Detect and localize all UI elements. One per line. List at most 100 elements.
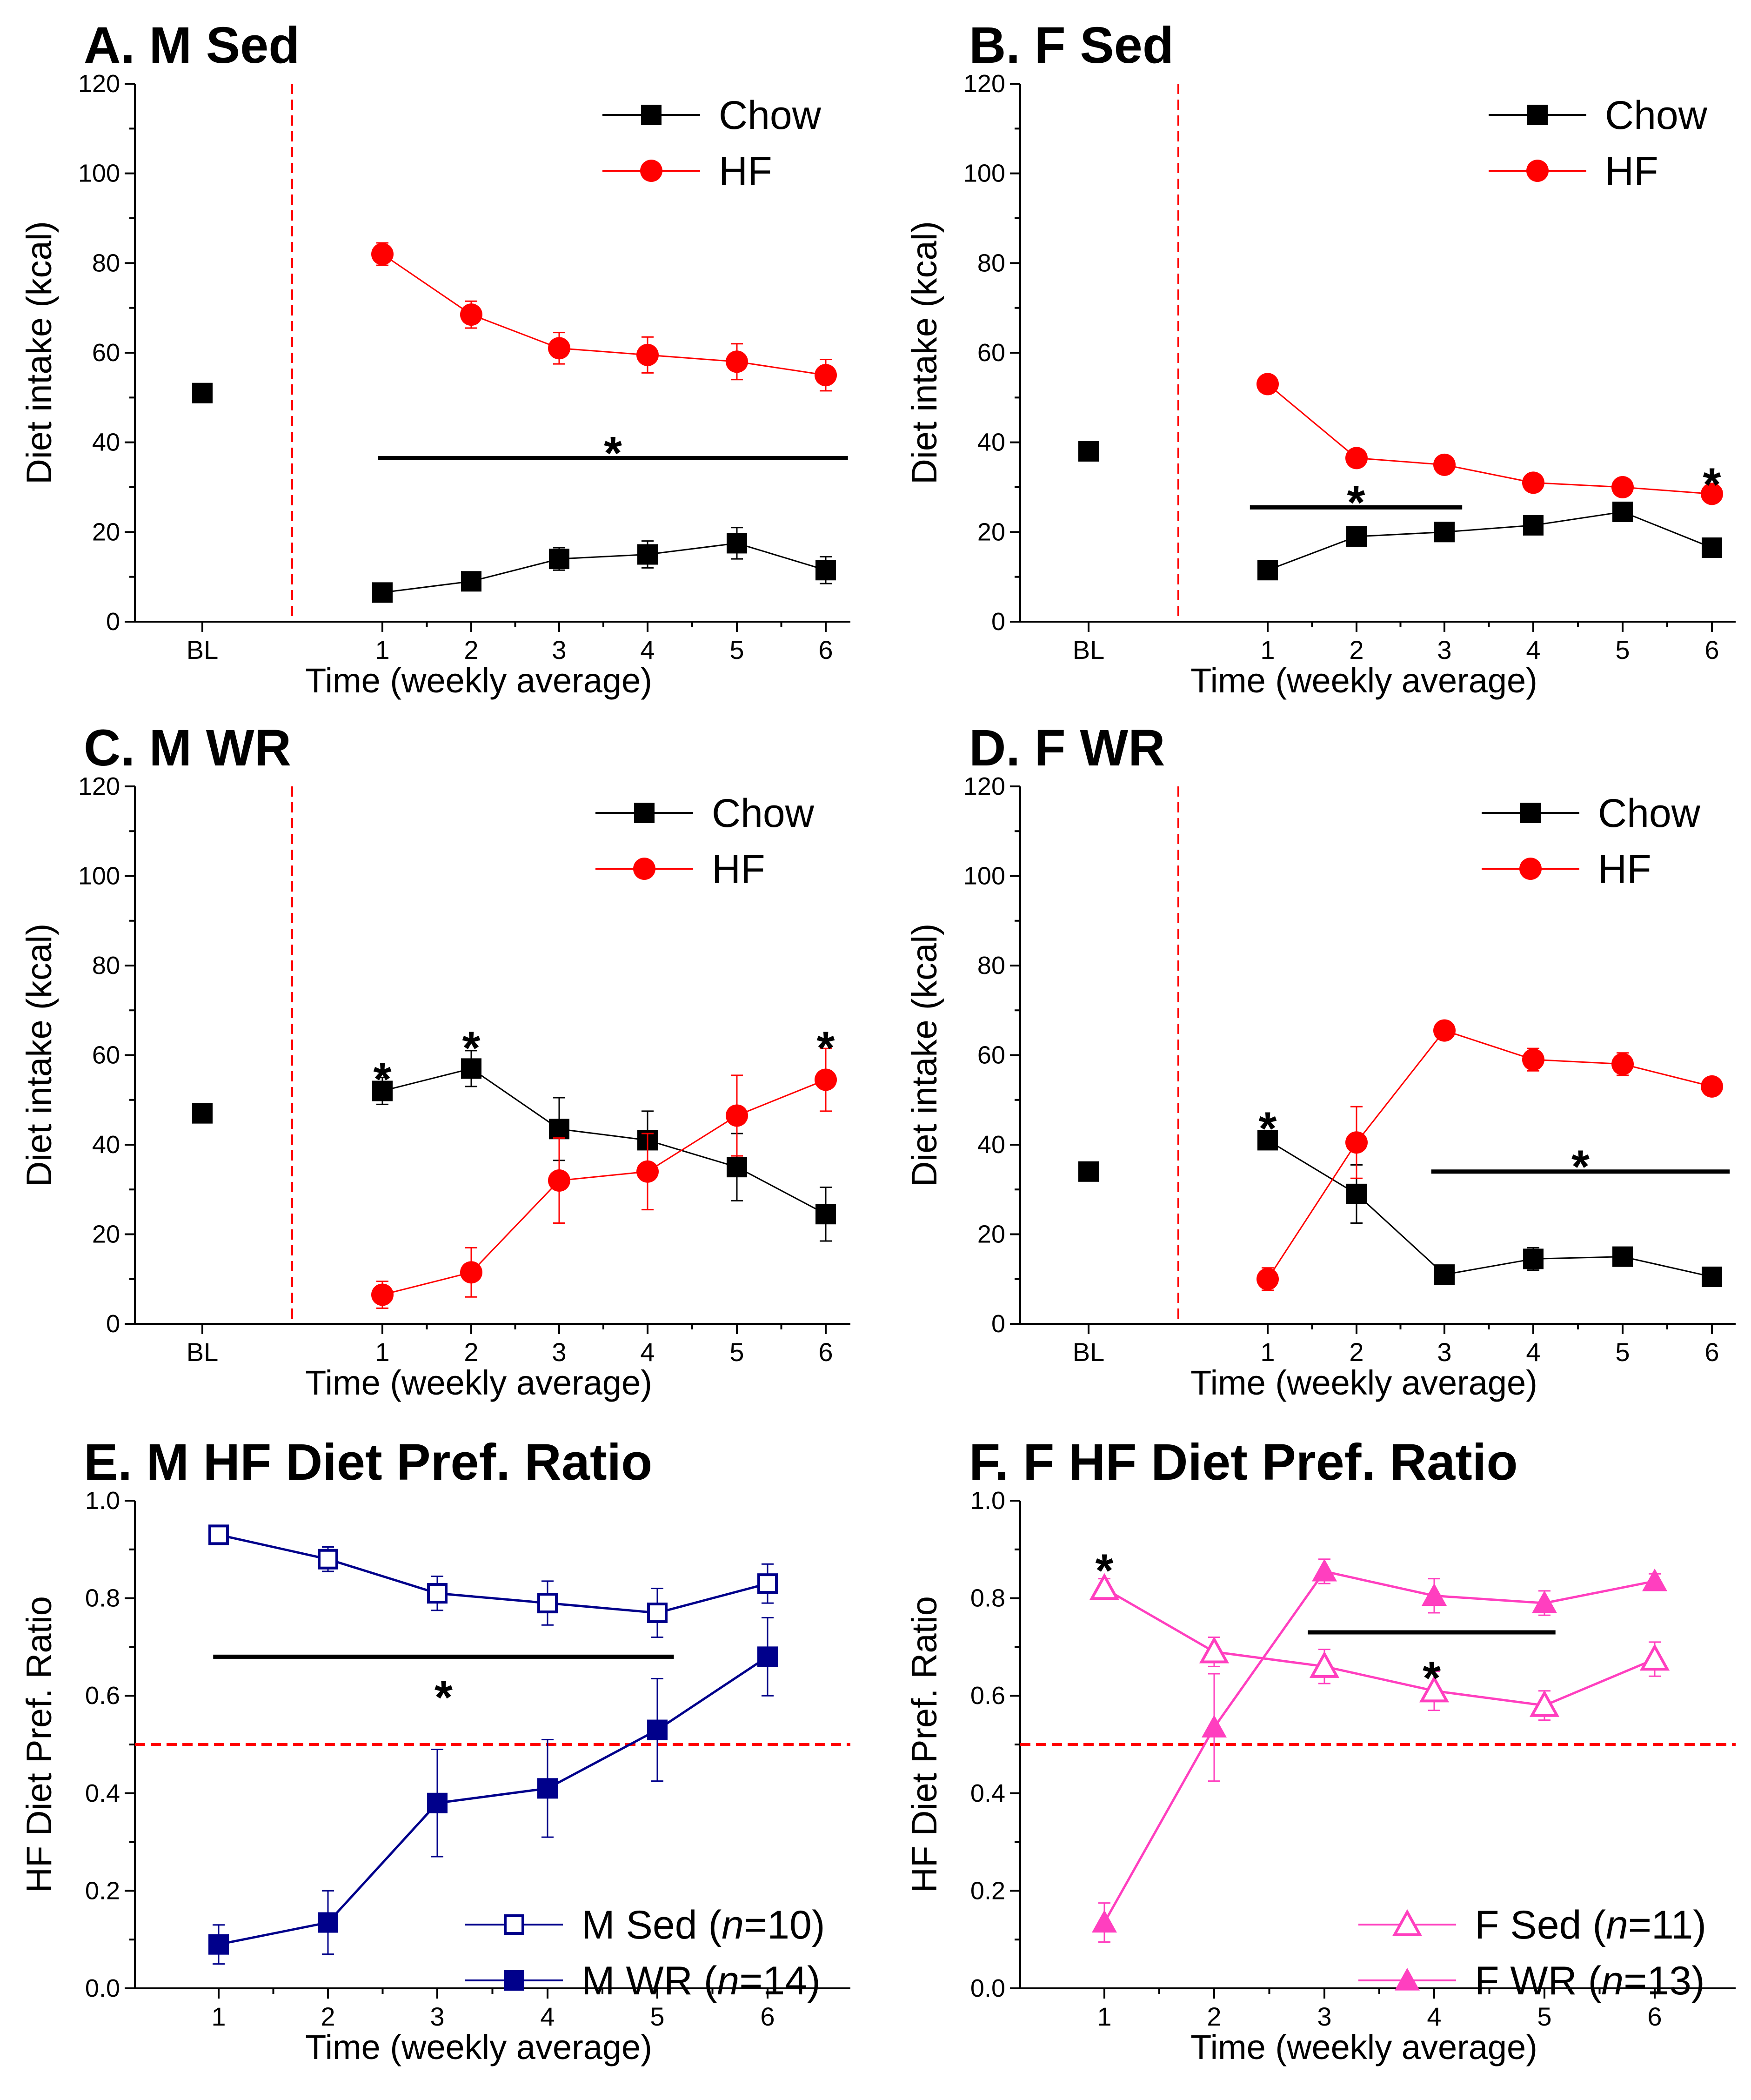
y-tick-label: 120 (963, 70, 1005, 98)
x-tick-label: 4 (640, 635, 655, 664)
series-line (382, 1079, 826, 1295)
significance-star: * (604, 427, 622, 479)
data-point (1309, 1651, 1340, 1678)
x-tick-label: 1 (375, 1337, 389, 1367)
data-point (815, 364, 837, 387)
baseline-point (1078, 1161, 1099, 1182)
series-line (218, 1533, 768, 1614)
significance-star: * (1423, 1652, 1441, 1704)
data-point (1202, 1715, 1227, 1738)
data-point (461, 571, 481, 592)
data-point (815, 560, 836, 581)
data-point (1422, 1583, 1447, 1606)
data-point (460, 1261, 482, 1284)
y-tick-label: 120 (78, 70, 120, 98)
y-tick-label: 80 (92, 249, 120, 277)
legend-label: HF (1605, 149, 1658, 194)
series-line (382, 253, 826, 376)
x-axis-label: Time (weekly average) (1190, 2028, 1537, 2066)
data-point (1612, 501, 1633, 522)
y-tick-label: 100 (963, 862, 1005, 890)
x-axis-label: Time (weekly average) (1190, 1363, 1537, 1402)
y-tick-label: 40 (92, 429, 120, 456)
y-axis-label: Diet intake (kcal) (20, 924, 59, 1187)
legend-label: Chow (719, 93, 822, 138)
significance-star: * (817, 1022, 835, 1074)
series-hf (371, 1047, 837, 1309)
series-f-wr-n-13- (1092, 1558, 1667, 1943)
y-tick-label: 80 (92, 952, 120, 980)
chart-panel-e: E. M HF Diet Pref. Ratio 0.0 0.2 0.4 0.6 0.8 1… (20, 1434, 850, 2066)
x-tick-label: 1 (211, 2002, 226, 2031)
data-point (537, 1593, 558, 1614)
data-point (1639, 1644, 1670, 1671)
data-point (1199, 1636, 1230, 1664)
x-tick-label: 4 (1526, 1337, 1540, 1367)
legend-marker (633, 858, 655, 880)
legend-label: Chow (712, 791, 815, 836)
x-tick-label: 6 (760, 2002, 775, 2031)
chart-title: B. F Sed (969, 17, 1174, 74)
data-point (1345, 1131, 1368, 1154)
y-tick-label: 60 (977, 1041, 1005, 1069)
data-point (1434, 522, 1455, 543)
legend-marker (504, 1914, 524, 1935)
data-point (1433, 1019, 1456, 1042)
y-tick-label: 0 (991, 1310, 1005, 1338)
x-tick-label: 6 (1647, 2002, 1662, 2031)
legend-marker (641, 105, 662, 125)
series-line (382, 542, 826, 593)
y-tick-label: 0 (991, 608, 1005, 636)
data-point (1611, 476, 1634, 498)
x-tick-label: 2 (464, 635, 478, 664)
significance-star: * (434, 1671, 453, 1724)
baseline-point (192, 1103, 213, 1124)
x-tick-label: 6 (1704, 635, 1719, 664)
data-point (1257, 560, 1278, 581)
chart-panel-a: A. M Sed 0 20 40 60 80 100 120 BL 1 2 3 4 5 6 Time (wee… (20, 17, 850, 700)
data-point (208, 1524, 229, 1545)
series-line (1267, 511, 1712, 571)
legend-marker (1395, 1968, 1420, 1991)
baseline-point (192, 382, 213, 403)
legend: F Sed (n=11) F WR (n=13) (1358, 1903, 1706, 2003)
data-point (460, 303, 482, 326)
data-point (1612, 1246, 1633, 1267)
data-point (537, 1778, 558, 1799)
data-point (371, 1283, 394, 1306)
y-tick-label: 1.0 (970, 1487, 1005, 1515)
y-tick-label: 40 (977, 1131, 1005, 1159)
y-tick-label: 0.4 (85, 1779, 120, 1807)
data-point (647, 1719, 668, 1740)
x-tick-label: 5 (729, 635, 744, 664)
data-point (208, 1934, 229, 1955)
x-tick-label: 5 (1615, 1337, 1630, 1367)
series-line (1267, 383, 1712, 495)
x-tick-label: 4 (1526, 635, 1540, 664)
x-tick-label: BL (187, 635, 219, 664)
chart-panel-b: B. F Sed 0 20 40 60 80 100 120 BL 1 2 3 4 5 6 Time (wee… (905, 17, 1736, 700)
data-point (1522, 1048, 1544, 1071)
legend-marker (640, 160, 662, 182)
x-tick-label: 3 (1437, 635, 1451, 664)
x-tick-label: 4 (640, 1337, 655, 1367)
y-axis-label: Diet intake (kcal) (905, 221, 944, 484)
significance-star: * (1259, 1103, 1277, 1155)
series-hf (371, 242, 837, 392)
series-line (218, 1656, 769, 1946)
data-point (727, 533, 747, 554)
series-chow (372, 527, 836, 603)
y-tick-label: 0.8 (85, 1584, 120, 1612)
legend-label: F Sed (n=11) (1475, 1903, 1706, 1947)
data-point (1532, 1590, 1557, 1613)
data-point (1346, 1183, 1367, 1204)
data-point (1419, 1675, 1450, 1703)
y-tick-label: 120 (78, 772, 120, 800)
series-hf (1256, 1019, 1723, 1291)
data-point (427, 1583, 448, 1604)
data-point (1434, 1264, 1455, 1285)
series-m-sed-n-10- (208, 1524, 778, 1638)
x-tick-label: 3 (1437, 1337, 1451, 1367)
data-point (318, 1549, 338, 1570)
